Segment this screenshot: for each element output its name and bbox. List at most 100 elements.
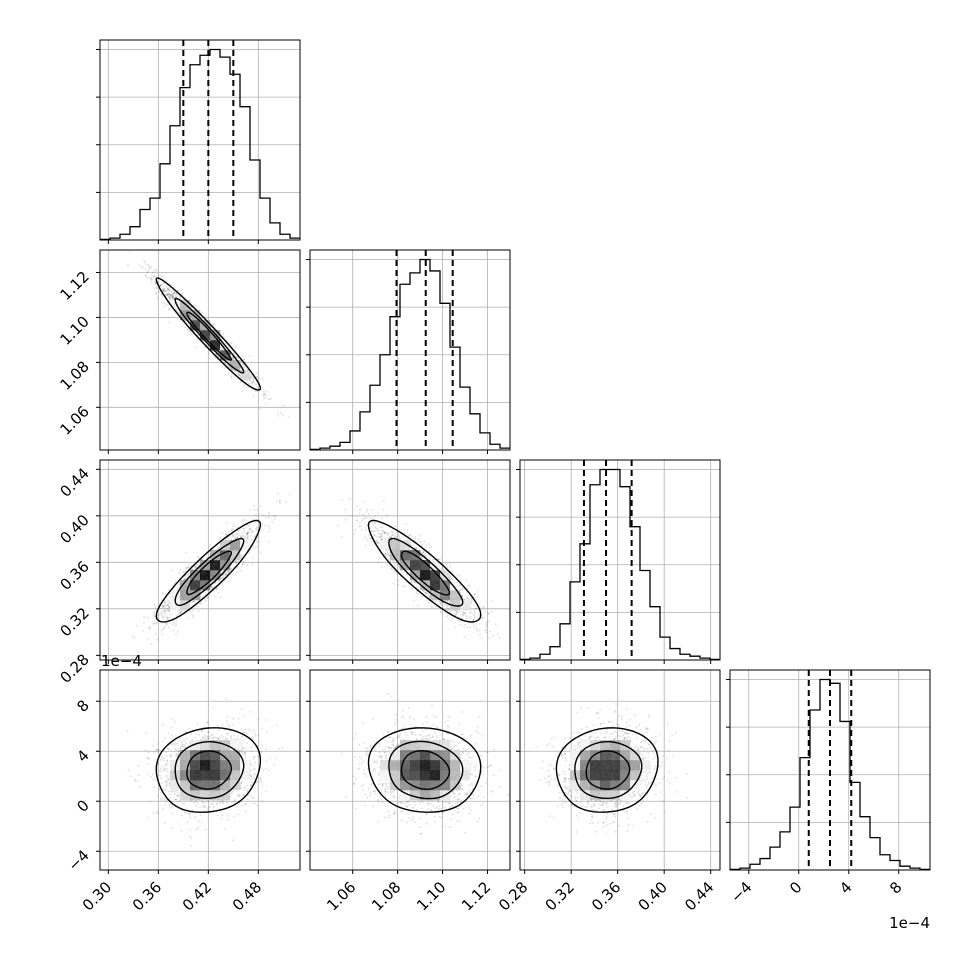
scatter-point — [185, 742, 187, 744]
scatter-point — [228, 531, 230, 533]
scatter-point — [215, 595, 217, 597]
scatter-point — [252, 563, 254, 565]
scatter-point — [414, 538, 416, 540]
scatter-point — [459, 624, 461, 626]
scatter-point — [351, 515, 353, 517]
scatter-point — [449, 563, 451, 565]
scatter-point — [258, 513, 260, 515]
scatter-point — [341, 536, 343, 538]
scatter-point — [257, 509, 259, 511]
scatter-point — [463, 626, 465, 628]
scatter-point — [362, 518, 364, 520]
scatter-point — [155, 287, 157, 289]
scatter-point — [467, 598, 469, 600]
scatter-point — [234, 524, 236, 526]
scatter-point — [241, 520, 243, 522]
scatter-point — [175, 619, 177, 621]
scatter-point — [461, 611, 463, 613]
scatter-point — [448, 605, 450, 607]
scatter-point — [451, 578, 453, 580]
scatter-point — [277, 493, 279, 495]
scatter-point — [178, 586, 180, 588]
scatter-point — [162, 613, 164, 615]
scatter-point — [260, 781, 262, 783]
scatter-point — [168, 732, 170, 734]
panel-plot-area — [100, 670, 300, 870]
scatter-point — [265, 403, 267, 405]
scatter-point — [451, 571, 453, 573]
scatter-point — [474, 627, 476, 629]
scatter-point — [366, 539, 368, 541]
scatter-point — [245, 520, 247, 522]
scatter-point — [390, 535, 392, 537]
scatter-point — [446, 606, 448, 608]
scatter-point — [157, 622, 159, 624]
scatter-point — [261, 751, 263, 753]
scatter-point — [366, 511, 368, 513]
scatter-point — [435, 600, 437, 602]
density-block — [420, 570, 430, 580]
scatter-point — [127, 264, 129, 266]
scatter-point — [268, 512, 270, 514]
scatter-point — [253, 396, 255, 398]
scatter-point — [236, 571, 238, 573]
scatter-point — [160, 611, 162, 613]
scatter-point — [467, 585, 469, 587]
scatter-point — [485, 611, 487, 613]
scatter-point — [422, 543, 424, 545]
scatter-point — [492, 600, 494, 602]
scatter-point — [161, 297, 163, 299]
scatter-point — [169, 797, 171, 799]
scatter-point — [143, 260, 145, 262]
scatter-point — [279, 502, 281, 504]
scatter-point — [395, 532, 397, 534]
scatter-point — [248, 537, 250, 539]
scatter-point — [265, 517, 267, 519]
scatter-point — [376, 528, 378, 530]
scatter-point — [388, 533, 390, 535]
scatter-point — [383, 531, 385, 533]
scatter-point — [154, 604, 156, 606]
scatter-point — [170, 791, 172, 793]
scatter-point — [155, 293, 157, 295]
scatter-point — [397, 535, 399, 537]
scatter-point — [242, 754, 244, 756]
scatter-point — [161, 630, 163, 632]
scatter-point — [148, 628, 150, 630]
scatter-point — [197, 339, 199, 341]
scatter-point — [477, 596, 479, 598]
scatter-point — [238, 534, 240, 536]
scatter-point — [241, 532, 243, 534]
scatter-point — [163, 283, 165, 285]
scatter-point — [136, 625, 138, 627]
scatter-point — [160, 284, 162, 286]
scatter-point — [204, 315, 206, 317]
scatter-point — [261, 744, 263, 746]
scatter-point — [255, 529, 257, 531]
scatter-point — [405, 581, 407, 583]
scatter-point — [248, 552, 250, 554]
scatter-point — [181, 744, 183, 746]
scatter-point — [146, 263, 148, 265]
scatter-point — [169, 610, 171, 612]
scatter-point — [470, 612, 472, 614]
scatter-point — [378, 536, 380, 538]
scatter-point — [241, 708, 243, 710]
scatter-point — [459, 575, 461, 577]
scatter-point — [259, 408, 261, 410]
scatter-point — [383, 509, 385, 511]
scatter-point — [462, 613, 464, 615]
density-block — [210, 560, 220, 570]
scatter-point — [153, 751, 155, 753]
scatter-point — [189, 817, 191, 819]
scatter-point — [478, 614, 480, 616]
scatter-point — [441, 557, 443, 559]
scatter-point — [282, 414, 284, 416]
hist-panel-0 — [96, 40, 300, 244]
scatter-point — [359, 509, 361, 511]
scatter-point — [229, 580, 231, 582]
scatter-point — [153, 623, 155, 625]
scatter-point — [245, 557, 247, 559]
scatter-point — [152, 272, 154, 274]
scatter-point — [178, 572, 180, 574]
